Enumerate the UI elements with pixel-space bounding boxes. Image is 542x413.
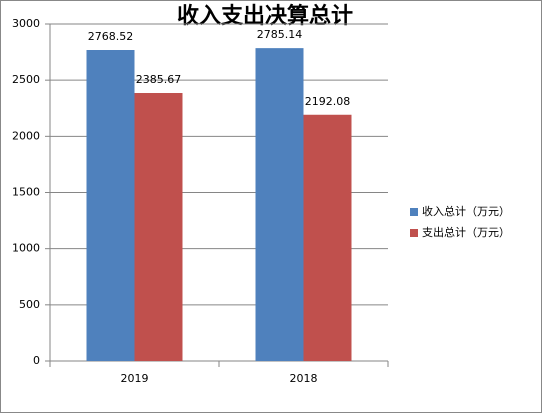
data-label: 2785.14 — [257, 28, 303, 41]
chart-title: 收入支出决算总计 — [177, 3, 353, 29]
bar — [86, 50, 135, 361]
y-tick-label: 2000 — [12, 129, 40, 142]
bar — [303, 114, 352, 361]
legend-label: 收入总计（万元） — [422, 204, 510, 218]
legend-label: 支出总计（万元） — [422, 225, 510, 239]
y-tick-label: 1500 — [12, 186, 40, 199]
y-tick-label: 0 — [33, 354, 40, 367]
bar — [134, 93, 183, 361]
data-label: 2768.52 — [88, 30, 134, 43]
y-tick-label: 2500 — [12, 73, 40, 86]
legend-swatch — [410, 229, 418, 237]
legend-swatch — [410, 208, 418, 216]
data-label: 2192.08 — [305, 95, 351, 108]
bar — [255, 48, 304, 362]
y-tick-label: 3000 — [12, 17, 40, 30]
data-label: 2385.67 — [136, 73, 182, 86]
y-tick-label: 500 — [19, 298, 40, 311]
y-tick-label: 1000 — [12, 242, 40, 255]
x-tick-label: 2019 — [121, 372, 149, 385]
x-tick-label: 2018 — [290, 372, 318, 385]
